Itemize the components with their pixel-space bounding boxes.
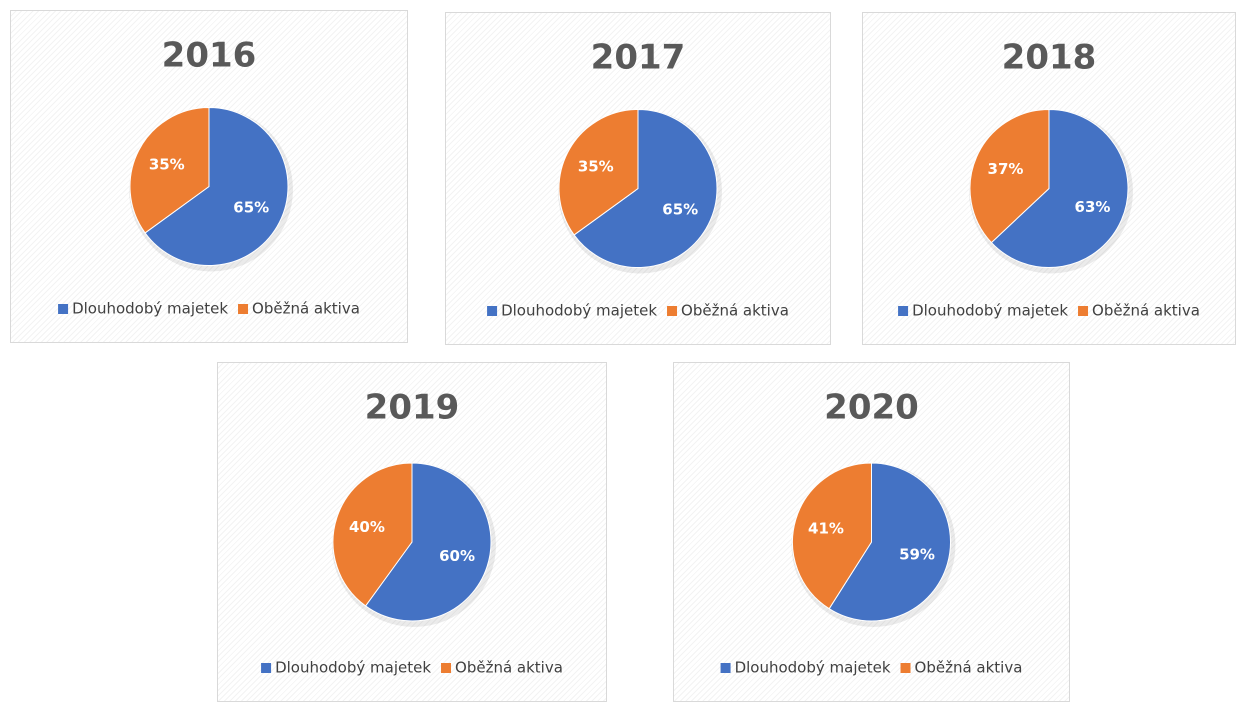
legend-swatch — [900, 663, 911, 673]
legend-swatch — [261, 663, 272, 673]
legend-label: Oběžná aktiva — [681, 302, 789, 320]
legend: Dlouhodobý majetek Oběžná aktiva — [261, 659, 563, 677]
pie-slice — [573, 108, 718, 268]
legend: Dlouhodobý majetek Oběžná aktiva — [898, 302, 1200, 320]
pie-slice — [144, 106, 289, 266]
data-label: 60% — [439, 547, 475, 565]
legend-label: Dlouhodobý majetek — [912, 302, 1068, 320]
pie-slice — [828, 462, 951, 622]
legend-swatch — [720, 663, 731, 673]
pie-slice — [364, 462, 492, 622]
data-label: 37% — [988, 160, 1024, 178]
chart: 2019 60% 40% Dlouhodobý majetek Oběžná aktiv… — [261, 388, 563, 677]
chart: 2017 65% 35% Dlouhodobý majetek Oběžná aktiv… — [487, 38, 789, 320]
data-label: 59% — [899, 546, 935, 564]
data-label: 41% — [808, 519, 844, 537]
legend-label: Dlouhodobý majetek — [275, 659, 431, 677]
data-label: 63% — [1075, 198, 1111, 216]
chart-panel: 2017 65% 35% Dlouhodobý majetek Oběžná aktiv… — [445, 12, 831, 345]
chart-title: 2019 — [365, 388, 460, 428]
chart-panel: 2020 59% 41% Dlouhodobý majetek Oběžná aktiv… — [673, 362, 1070, 702]
chart-panel: 2016 65% 35% Dlouhodobý majetek Oběžná aktiv… — [10, 10, 408, 343]
legend-swatch — [58, 304, 69, 314]
pie-slice — [332, 462, 413, 607]
pie-slice — [969, 108, 1050, 244]
legend-label: Oběžná aktiva — [455, 659, 563, 677]
legend-swatch — [1078, 306, 1089, 316]
legend-swatch — [441, 663, 452, 673]
chart: 2018 63% 37% Dlouhodobý majetek Oběžná aktiv… — [898, 38, 1200, 320]
legend-swatch — [667, 306, 678, 316]
legend-swatch — [238, 304, 249, 314]
legend: Dlouhodobý majetek Oběžná aktiva — [487, 302, 789, 320]
legend-swatch — [487, 306, 498, 316]
legend-label: Oběžná aktiva — [1092, 302, 1200, 320]
pie-slice — [990, 108, 1129, 268]
chart: 2016 65% 35% Dlouhodobý majetek Oběžná aktiv… — [58, 36, 360, 318]
chart-title: 2018 — [1002, 38, 1097, 78]
pie-slice — [558, 108, 639, 236]
chart-panel: 2018 63% 37% Dlouhodobý majetek Oběžná aktiv… — [862, 12, 1236, 345]
data-label: 35% — [149, 155, 185, 173]
legend-label: Dlouhodobý majetek — [735, 659, 891, 677]
legend: Dlouhodobý majetek Oběžná aktiva — [720, 659, 1023, 677]
legend-label: Dlouhodobý majetek — [72, 300, 228, 318]
chart-title: 2020 — [824, 388, 919, 428]
pie-slice — [129, 106, 210, 234]
pie-slice — [792, 462, 872, 610]
chart-title: 2016 — [162, 36, 257, 76]
data-label: 40% — [349, 518, 385, 536]
legend: Dlouhodobý majetek Oběžná aktiva — [58, 300, 360, 318]
legend-label: Oběžná aktiva — [252, 300, 360, 318]
legend-swatch — [898, 306, 909, 316]
chart-panel: 2019 60% 40% Dlouhodobý majetek Oběžná aktiv… — [217, 362, 607, 702]
data-label: 65% — [662, 201, 698, 219]
legend-label: Dlouhodobý majetek — [501, 302, 657, 320]
chart-title: 2017 — [591, 38, 686, 78]
legend-label: Oběžná aktiva — [915, 659, 1023, 677]
data-label: 65% — [233, 199, 269, 217]
chart: 2020 59% 41% Dlouhodobý majetek Oběžná aktiv… — [720, 388, 1023, 677]
data-label: 35% — [578, 157, 614, 175]
